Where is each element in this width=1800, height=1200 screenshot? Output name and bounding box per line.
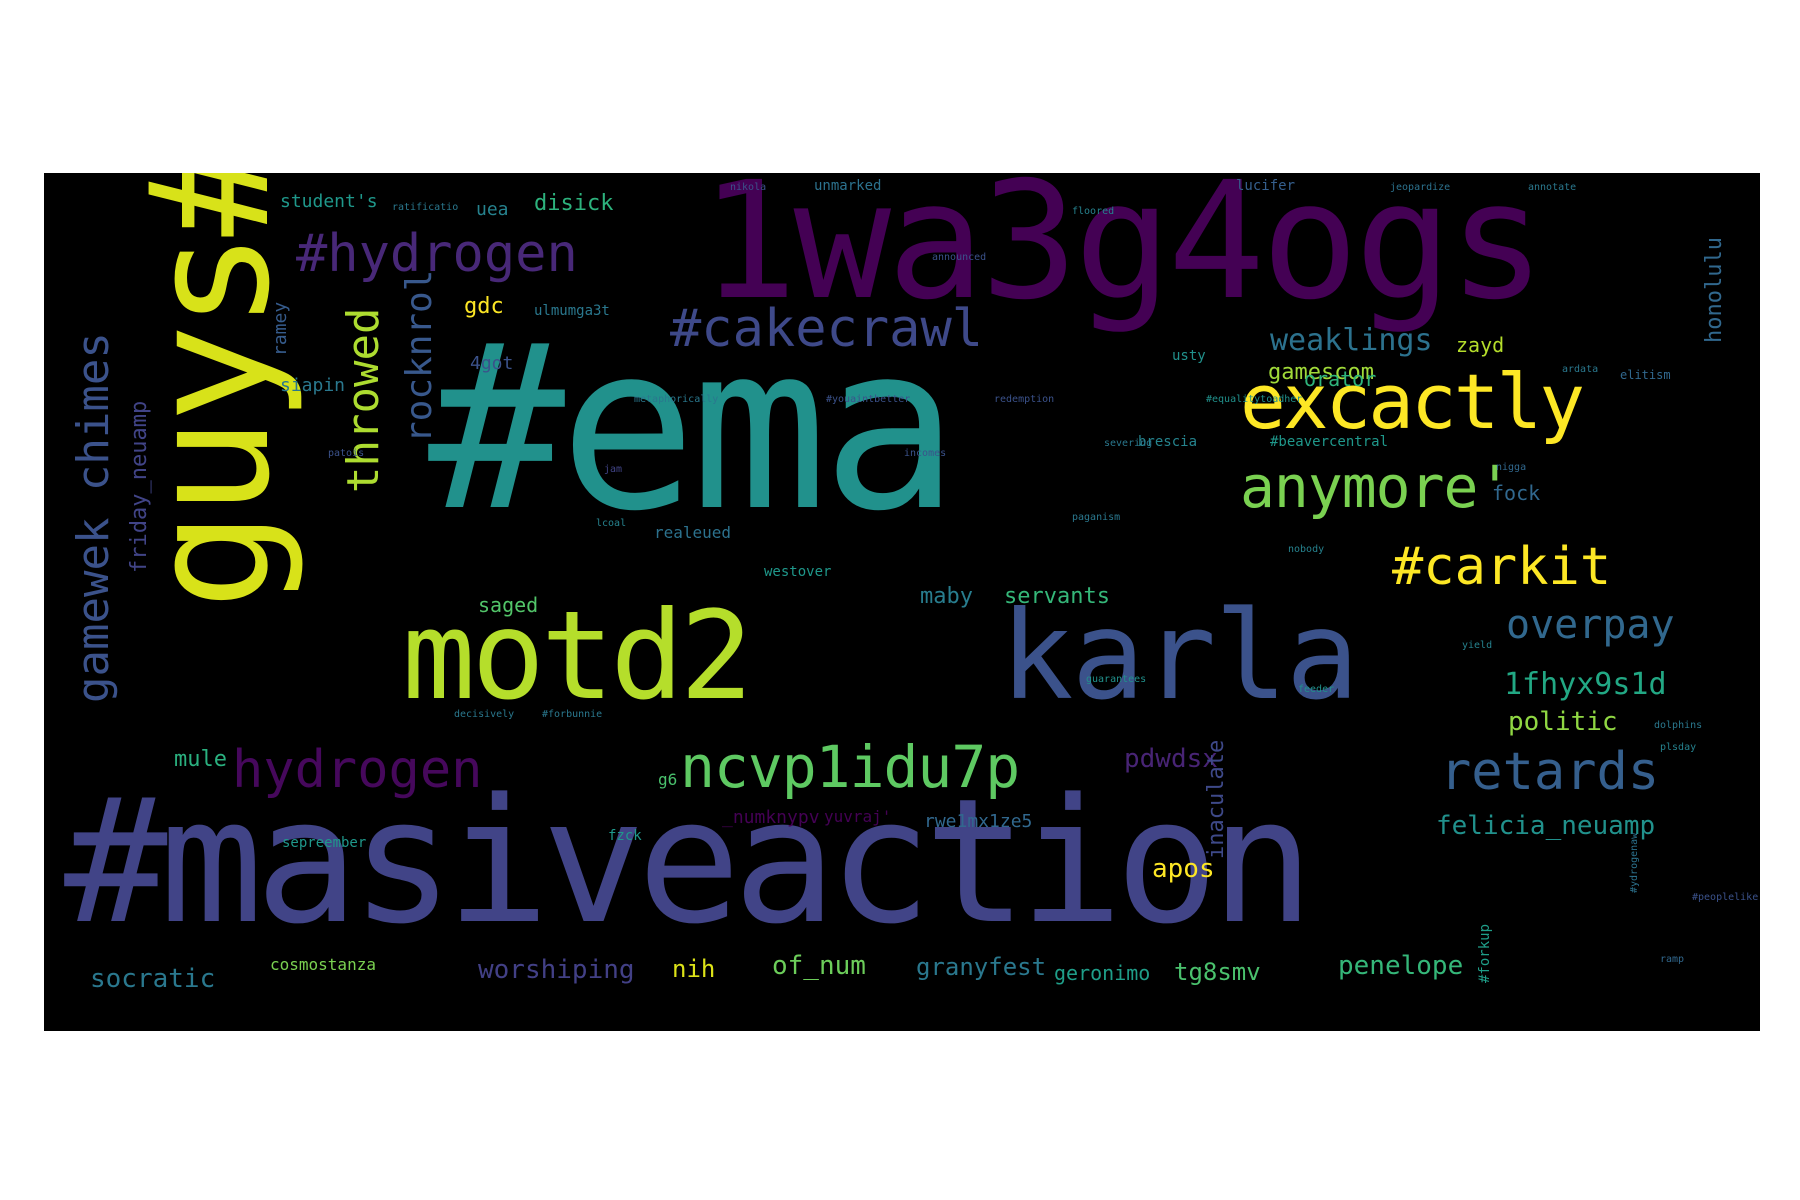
word-1wa3g4ogs: 1wa3g4ogs [700,173,1546,336]
word-youaintbetter: #youaintbetter [826,394,911,405]
word-motd2: motd2 [402,585,753,727]
word-yuvraj: yuvraj' [824,807,892,826]
word-feeder: feeder [1298,684,1335,695]
word-orator: orator [1304,367,1377,391]
word-4got: 4got [470,353,514,374]
word-cakecrawl: #cakecrawl [670,299,984,359]
word-uea: uea [476,199,509,220]
word-lucifer: lucifer [1236,178,1296,194]
word-karla: karla [1000,585,1359,727]
word-siapin: siapin [280,375,346,396]
word-incomes: incomes [904,448,947,459]
word-overpay: overpay [1506,602,1675,648]
word-politic: politic [1508,707,1618,737]
word-jeopardize: jeopardize [1390,182,1451,193]
word-penelope: penelope [1338,951,1464,981]
word-nigga: nigga [1496,462,1527,473]
word-numknypv: _numknypv [722,807,820,828]
word-ardata: ardata [1562,364,1599,375]
word-forbunnie: #forbunnie [542,709,603,720]
word-throwed: throwed [338,307,389,493]
word-friday-neuamp: friday_neuamp [127,400,152,573]
word-fzck: fzck [608,828,642,844]
word-beavercentral: #beavercentral [1270,434,1389,450]
word-cloud-image: #ema #masiveaction 1wa3g4ogs guys# motd2… [44,173,1760,1031]
word-elitism: elitism [1620,368,1671,382]
word-rwe1mx1ze5: rwe1mx1ze5 [924,811,1033,832]
word-tg8smv: tg8smv [1174,958,1261,986]
word-retards: retards [1440,742,1660,802]
word-announced: announced [932,252,987,263]
word-ydrogenaw: #ydrogenaw [1629,832,1640,893]
word-masiveaction: #masiveaction [64,761,1314,962]
word-honolulu: honolulu [1702,237,1727,343]
word-mule: mule [174,747,227,772]
word-ramey: ramey [270,301,291,356]
word-carkit: #carkit [1392,537,1612,597]
word-g6: g6 [658,770,678,789]
word-felicia-neuamp: felicia_neuamp [1436,811,1656,841]
word-nobody: nobody [1288,544,1325,555]
word-weaklings: weaklings [1270,323,1433,358]
word-decisively: decisively [454,709,515,720]
word-rocknrol: rocknrol [399,269,440,443]
word-socratic: socratic [90,964,216,994]
word-students: student's [280,191,378,212]
word-plsday: plsday [1660,742,1697,753]
word-realeued: realeued [654,523,732,542]
word-hydrogen: hydrogen [232,740,483,800]
word-ulmumga3t: ulmumga3t [534,303,610,319]
word-disick: disick [534,191,614,216]
word-cosmostanza: cosmostanza [270,955,376,974]
word-peoplelike: #peoplelike [1692,892,1759,903]
word-hash-hydrogen: #hydrogen [296,224,578,284]
word-dolphins: dolphins [1654,720,1703,731]
word-brescia: brescia [1138,434,1198,450]
word-pdwdsx: pdwdsx [1124,744,1218,774]
word-nih: nih [672,955,716,983]
word-annotate: annotate [1528,182,1577,193]
word-geronimo: geronimo [1054,961,1151,985]
word-floored: floored [1072,206,1115,217]
word-excactly: excactly [1240,357,1585,446]
word-usty: usty [1172,348,1206,364]
word-granyfest: granyfest [916,953,1047,981]
word-1fhyx9s1d: 1fhyx9s1d [1504,667,1667,702]
word-redemption: redemption [994,394,1055,405]
word-apos: apos [1152,854,1215,884]
word-jam: jam [604,464,623,475]
word-guarantees: guarantees [1086,674,1147,685]
word-servants: servants [1004,584,1110,609]
word-severing: severing [1104,438,1153,449]
word-ratificatio: ratificatio [392,202,459,213]
word-gdc: gdc [464,294,504,319]
word-westover: westover [764,564,832,580]
word-forkup: #forkup [1477,923,1493,983]
word-patois: patois [328,448,365,459]
word-ema: #ema [428,295,959,561]
word-unmarked: unmarked [814,178,882,194]
word-ncvp1idu7p: ncvp1idu7p [680,733,1020,801]
word-lcoal: lcoal [596,518,627,529]
word-maby: maby [920,584,973,609]
word-gamewek-chimes: gamewek chimes [68,332,119,703]
word-sepreember: sepreember [282,835,367,851]
word-yield: yield [1462,640,1493,651]
word-ramp: ramp [1660,954,1685,965]
word-guys: guys# [114,173,306,610]
word-anymore: anymore' [1240,453,1512,521]
word-saged: saged [478,593,539,617]
word-zayd: zayd [1456,333,1505,357]
word-of-num: of_num [772,951,866,981]
word-metaphorically: metaphorically [634,394,719,405]
word-paganism: paganism [1072,512,1121,523]
word-nikola: nikola [730,182,767,193]
word-fock: fock [1492,481,1541,505]
word-inaculate: inaculate [1204,739,1229,859]
word-equalitytoadher: #equalitytoadher [1206,394,1303,405]
word-gamescom: gamescom [1268,360,1374,385]
word-worshiping: worshiping [478,955,635,985]
